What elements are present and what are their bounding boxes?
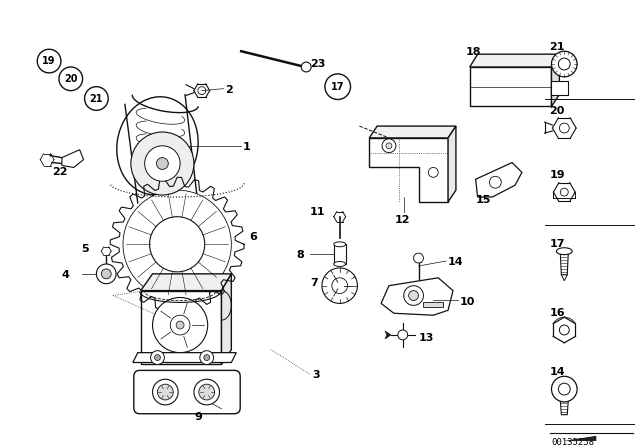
Circle shape [490, 177, 501, 188]
Text: 1: 1 [243, 142, 251, 152]
Circle shape [332, 278, 348, 293]
Ellipse shape [556, 248, 572, 254]
Text: 17: 17 [331, 82, 344, 92]
Circle shape [325, 74, 351, 99]
Polygon shape [561, 254, 568, 275]
Polygon shape [552, 81, 568, 95]
Polygon shape [470, 67, 552, 106]
Circle shape [145, 146, 180, 181]
Polygon shape [470, 54, 559, 67]
Circle shape [552, 51, 577, 77]
Circle shape [200, 351, 214, 365]
Text: 2: 2 [225, 85, 233, 95]
Polygon shape [369, 126, 456, 138]
Text: 22: 22 [52, 168, 68, 177]
Circle shape [152, 297, 208, 353]
Circle shape [558, 383, 570, 395]
Text: 10: 10 [460, 297, 476, 306]
Ellipse shape [334, 262, 346, 267]
Circle shape [559, 325, 569, 335]
Circle shape [170, 315, 190, 335]
Text: 12: 12 [395, 215, 410, 225]
Polygon shape [369, 138, 448, 202]
Circle shape [150, 351, 164, 365]
Circle shape [559, 123, 569, 133]
Polygon shape [552, 436, 596, 448]
Text: 21: 21 [550, 42, 565, 52]
Circle shape [97, 264, 116, 284]
Circle shape [398, 330, 408, 340]
Circle shape [131, 132, 194, 195]
Text: 19: 19 [550, 170, 565, 180]
Circle shape [199, 384, 214, 400]
Circle shape [101, 269, 111, 279]
Polygon shape [141, 274, 231, 291]
Circle shape [386, 143, 392, 149]
Circle shape [552, 376, 577, 402]
Circle shape [59, 67, 83, 90]
Text: 20: 20 [550, 106, 565, 116]
Circle shape [37, 49, 61, 73]
Text: 14: 14 [550, 367, 565, 377]
Text: 8: 8 [296, 250, 304, 260]
Circle shape [301, 62, 311, 72]
Circle shape [154, 355, 161, 361]
Circle shape [194, 379, 220, 405]
Text: 18: 18 [466, 47, 481, 57]
Polygon shape [448, 126, 456, 202]
Circle shape [404, 286, 424, 306]
Circle shape [322, 268, 357, 303]
Polygon shape [561, 275, 567, 281]
Text: 23: 23 [310, 59, 326, 69]
Circle shape [156, 158, 168, 169]
Text: 3: 3 [312, 370, 320, 380]
Text: 11: 11 [310, 207, 326, 217]
Polygon shape [334, 244, 346, 264]
Circle shape [428, 168, 438, 177]
FancyBboxPatch shape [134, 370, 240, 414]
Polygon shape [552, 54, 559, 106]
Polygon shape [141, 291, 221, 365]
Ellipse shape [116, 97, 198, 195]
Polygon shape [62, 150, 84, 168]
Circle shape [413, 253, 424, 263]
Text: 19: 19 [42, 56, 56, 66]
Ellipse shape [334, 242, 346, 247]
Text: 7: 7 [310, 278, 318, 288]
Text: 4: 4 [62, 270, 70, 280]
Circle shape [84, 86, 108, 110]
Text: 17: 17 [550, 239, 565, 249]
Circle shape [152, 379, 178, 405]
Text: 21: 21 [90, 94, 103, 103]
Text: 15: 15 [476, 195, 491, 205]
Text: 13: 13 [419, 333, 434, 343]
Polygon shape [133, 353, 236, 362]
Text: 6: 6 [249, 233, 257, 242]
Circle shape [176, 321, 184, 329]
Text: 20: 20 [64, 74, 77, 84]
Polygon shape [150, 195, 175, 213]
Polygon shape [385, 331, 391, 339]
Polygon shape [561, 401, 568, 415]
Text: 14: 14 [448, 257, 464, 267]
Text: 5: 5 [82, 244, 89, 254]
Circle shape [157, 384, 173, 400]
Text: 16: 16 [550, 308, 565, 318]
Circle shape [382, 139, 396, 153]
Text: 9: 9 [194, 412, 202, 422]
Circle shape [123, 190, 231, 298]
Circle shape [561, 188, 568, 196]
Circle shape [409, 291, 419, 301]
Circle shape [204, 355, 210, 361]
Polygon shape [221, 274, 231, 365]
Polygon shape [424, 302, 443, 307]
Circle shape [558, 58, 570, 70]
Text: 00135258: 00135258 [552, 438, 595, 448]
Polygon shape [476, 163, 522, 197]
Polygon shape [381, 278, 453, 315]
